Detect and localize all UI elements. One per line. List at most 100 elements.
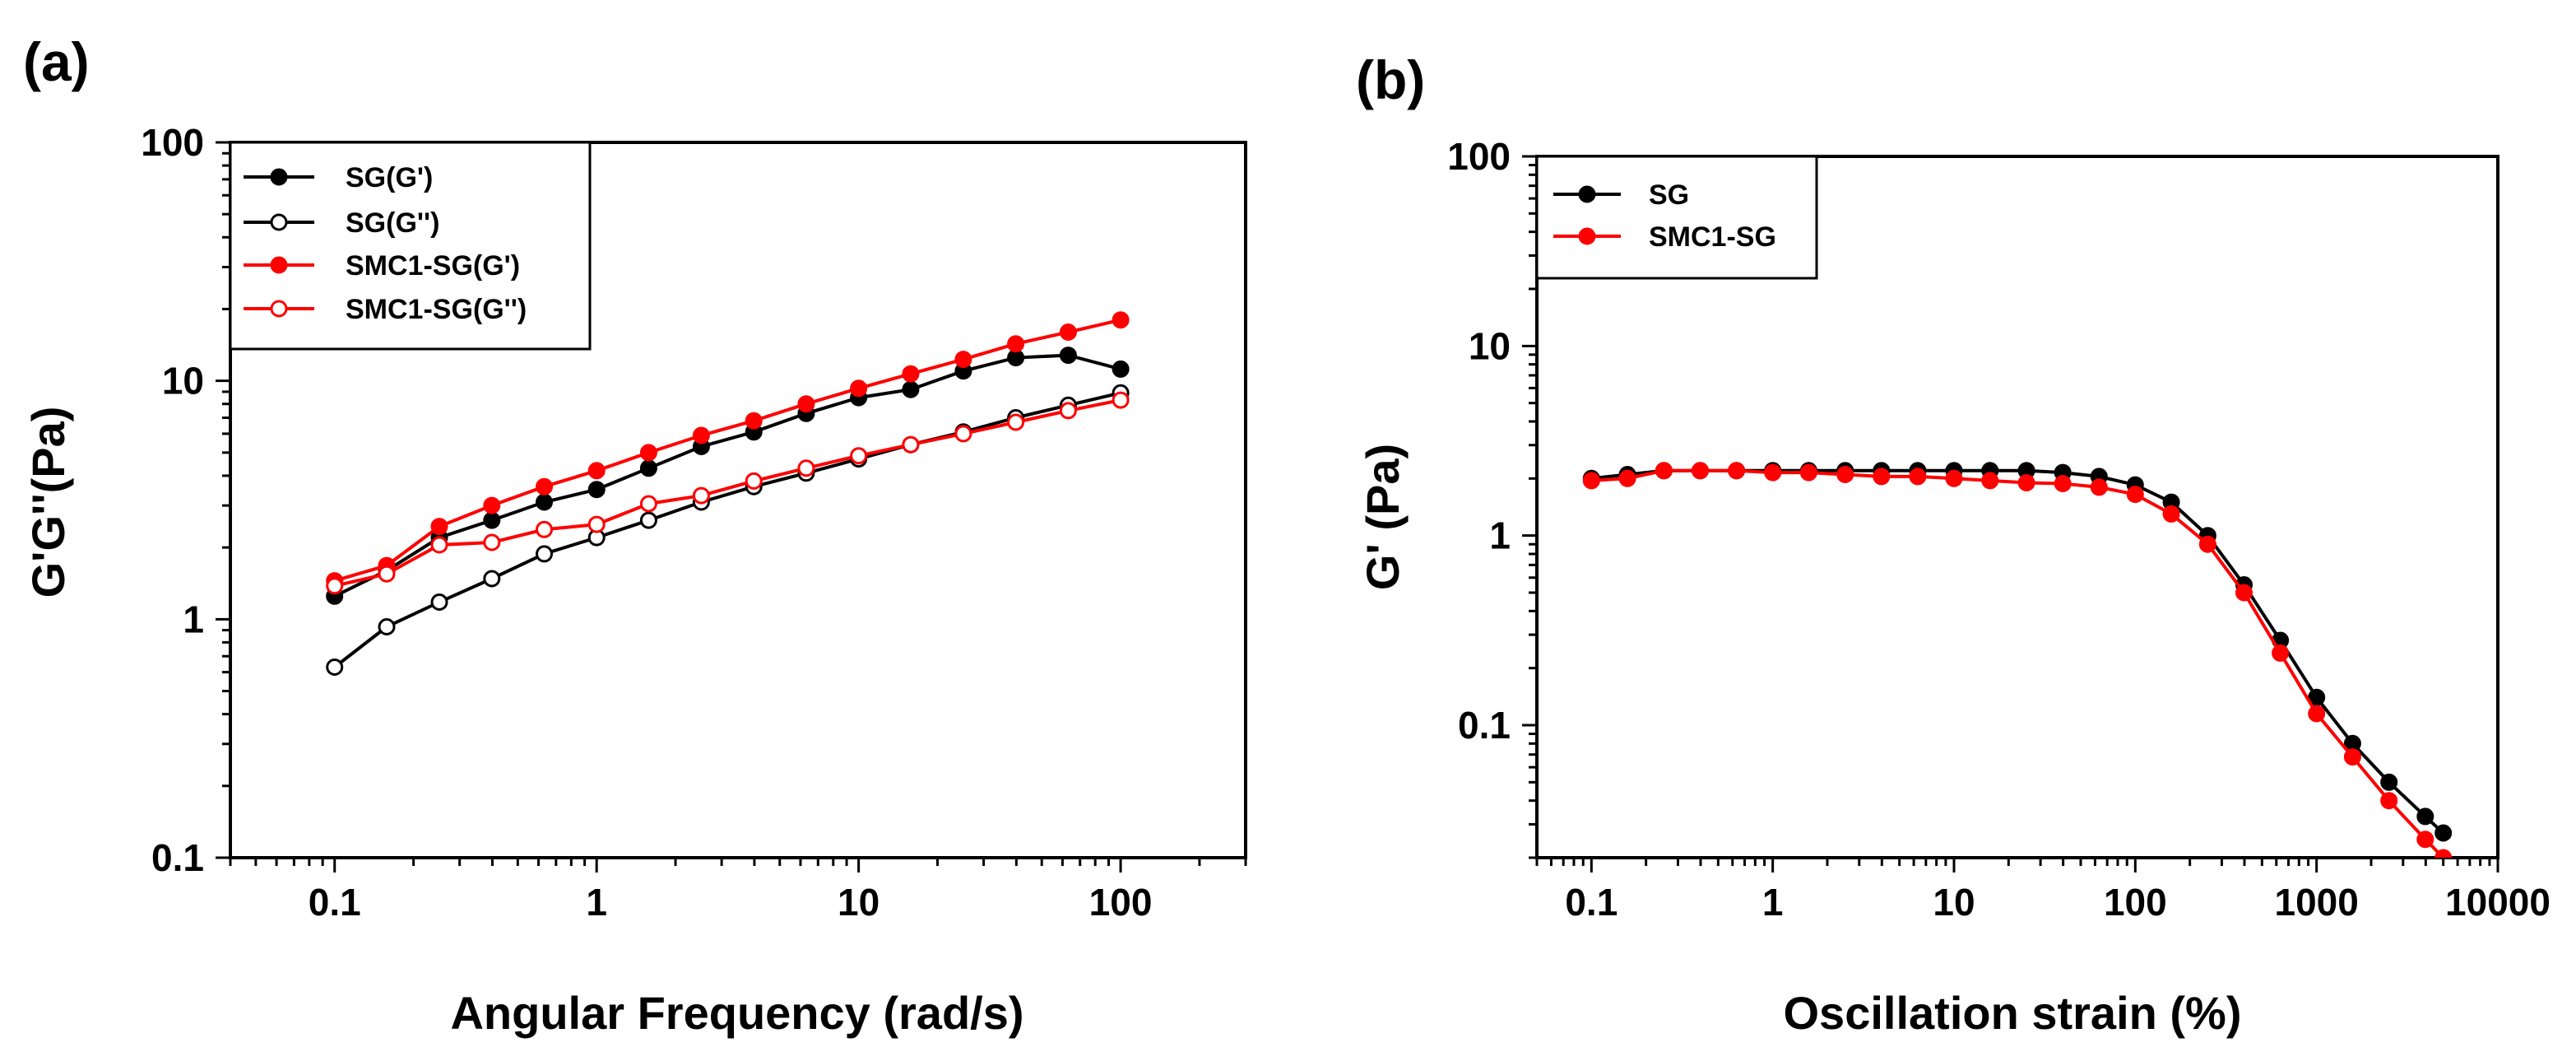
- data-point-smc1-sg-g-gdoubleprime: [954, 425, 972, 443]
- data-point-smc1-sg: [1692, 462, 1709, 480]
- legend-label-smc1-gdoubleprime: SMC1-SG(G''): [346, 294, 527, 325]
- data-point-smc1-sg-g-gdoubleprime: [483, 533, 501, 551]
- panel-a-y-tick-label: 0.1: [151, 836, 204, 879]
- data-point-sg-g-gdoubleprime: [536, 545, 553, 563]
- legend-label-sg-gprime: SG(G'): [346, 162, 433, 193]
- data-point-sg: [2380, 773, 2398, 791]
- panel-b-y-axis-label: G' (Pa): [1357, 444, 1409, 590]
- data-point-smc1-sg-g-gdoubleprime: [850, 447, 868, 465]
- data-point-sg-g-gprime: [1112, 360, 1130, 378]
- data-point-sg: [2434, 824, 2453, 842]
- data-point-smc1-sg: [2434, 849, 2453, 858]
- series-line-sg-g-gdoubleprime: [333, 391, 1121, 669]
- data-point-smc1-sg-g-gprime: [536, 477, 553, 496]
- data-point-sg-g-gdoubleprime: [639, 511, 657, 529]
- data-point-sg-g-gprime: [587, 481, 606, 499]
- legend-marker-smc1-gprime: [270, 256, 288, 274]
- data-point-smc1-sg: [2308, 705, 2326, 723]
- panel-b-y-ticks: [1522, 155, 1537, 859]
- legend-marker-sg-gprime: [270, 168, 288, 186]
- data-point-smc1-sg-g-gdoubleprime: [797, 459, 815, 477]
- data-point-smc1-sg-g-gprime: [1059, 323, 1077, 341]
- legend-label-smc1-sg: SMC1-SG: [1649, 221, 1776, 253]
- panel-b-y-tick-label: 0.1: [1458, 704, 1511, 747]
- panel-b-y-tick-labels: 0.1 1 10 100: [1447, 135, 1511, 747]
- panel-a-x-tick-label: 10: [838, 881, 880, 924]
- panel-b-plot-frame: [1535, 155, 2499, 859]
- data-point-smc1-sg: [1945, 469, 1963, 487]
- data-point-smc1-sg: [1873, 468, 1891, 486]
- panel-b-label: (b): [1356, 49, 1425, 110]
- data-point-smc1-sg: [2054, 475, 2072, 492]
- data-point-smc1-sg-g-gprime: [692, 426, 710, 444]
- panel-b-x-tick-label: 1000: [2274, 881, 2358, 924]
- panel-a-x-tick-label: 100: [1089, 881, 1153, 924]
- panel-b-x-tick-label: 10: [1933, 881, 1975, 924]
- data-point-sg-g-gprime: [639, 459, 657, 477]
- data-point-sg-g-gdoubleprime: [430, 593, 448, 611]
- panel-b-x-tick-label: 100: [2104, 881, 2167, 924]
- data-point-smc1-sg-g-gdoubleprime: [902, 435, 920, 454]
- panel-b-x-tick-label: 0.1: [1565, 881, 1618, 924]
- data-point-smc1-sg-g-gprime: [954, 351, 972, 369]
- data-point-smc1-sg-g-gprime: [483, 496, 501, 514]
- data-point-smc1-sg-g-gdoubleprime: [587, 515, 606, 533]
- panel-a-y-tick-label: 100: [141, 121, 204, 164]
- data-point-sg-g-gdoubleprime: [378, 618, 396, 635]
- panel-a-y-tick-label: 10: [162, 360, 204, 403]
- legend-label-sg: SG: [1649, 179, 1689, 211]
- panel-b-y-tick-label: 1: [1489, 514, 1511, 557]
- series-line-smc1-sg-g-gdoubleprime: [334, 398, 1121, 588]
- data-point-smc1-sg-g-gprime: [587, 462, 606, 480]
- panel-a-x-ticks: [229, 858, 1247, 873]
- data-point-sg-g-gprime: [536, 493, 553, 511]
- data-point-sg-g-gprime: [483, 511, 501, 529]
- data-point-smc1-sg-g-gdoubleprime: [1007, 413, 1025, 431]
- data-point-smc1-sg-g-gprime: [1007, 335, 1025, 353]
- panel-a-x-tick-label: 1: [586, 881, 607, 924]
- data-point-sg-g-gprime: [902, 380, 920, 398]
- data-point-smc1-sg: [1764, 463, 1782, 482]
- series-line-sg-g-gprime: [333, 353, 1121, 598]
- data-point-smc1-sg: [1799, 463, 1817, 482]
- data-point-smc1-sg-g-gprime: [850, 379, 868, 398]
- data-point-sg-g-gprime: [1059, 347, 1077, 365]
- data-point-smc1-sg-g-gdoubleprime: [639, 495, 657, 513]
- legend-label-smc1-gprime: SMC1-SG(G'): [346, 250, 520, 282]
- series-line-smc1-sg: [1591, 468, 2445, 858]
- legend-marker-sg-gdoubleprime: [270, 213, 288, 231]
- series-line-sg: [1591, 468, 2445, 835]
- data-point-sg-g-gdoubleprime: [326, 658, 344, 676]
- panel-a-label: (a): [23, 31, 90, 92]
- data-point-smc1-sg-g-gdoubleprime: [536, 520, 553, 538]
- panel-a-legend: SG(G') SG(G'') SMC1-SG(G') SMC1-SG(G''): [229, 141, 592, 351]
- data-point-sg-g-gprime: [1007, 349, 1025, 367]
- data-point-smc1-sg-g-gdoubleprime: [692, 486, 710, 505]
- legend-label-sg-gdoubleprime: SG(G''): [346, 207, 439, 239]
- data-point-smc1-sg: [1836, 466, 1854, 483]
- panel-a-series: [326, 311, 1130, 676]
- data-point-smc1-sg-g-gdoubleprime: [378, 565, 396, 583]
- panel-a-y-tick-labels: 0.1 1 10 100: [141, 121, 204, 879]
- panel-a-y-axis-label: G'G''(Pa): [22, 407, 74, 598]
- data-point-smc1-sg: [1909, 468, 1927, 486]
- data-point-smc1-sg: [1582, 472, 1600, 490]
- data-point-smc1-sg-g-gdoubleprime: [1059, 402, 1077, 420]
- legend-marker-smc1-sg: [1578, 227, 1596, 245]
- data-point-smc1-sg: [1981, 472, 1999, 490]
- panel-b-legend-box: [1535, 155, 1818, 280]
- data-point-smc1-sg: [2162, 505, 2180, 523]
- data-point-smc1-sg: [2416, 831, 2434, 849]
- data-point-sg: [2416, 807, 2434, 826]
- panel-b-x-tick-labels: 0.1 1 10 100 1000 10000: [1565, 881, 2550, 924]
- data-point-smc1-sg: [2235, 584, 2253, 602]
- panel-a: (a) G'G''(Pa) Angular Frequency (rad/s) …: [22, 31, 1247, 1039]
- panel-a-y-ticks: [216, 141, 230, 859]
- panel-b-x-tick-label: 10000: [2445, 881, 2550, 924]
- data-point-sg-g-gdoubleprime: [483, 570, 501, 588]
- data-point-smc1-sg: [2380, 792, 2398, 810]
- data-point-smc1-sg: [2198, 535, 2216, 553]
- data-point-smc1-sg-g-gdoubleprime: [745, 472, 763, 490]
- data-point-sg: [2308, 688, 2326, 706]
